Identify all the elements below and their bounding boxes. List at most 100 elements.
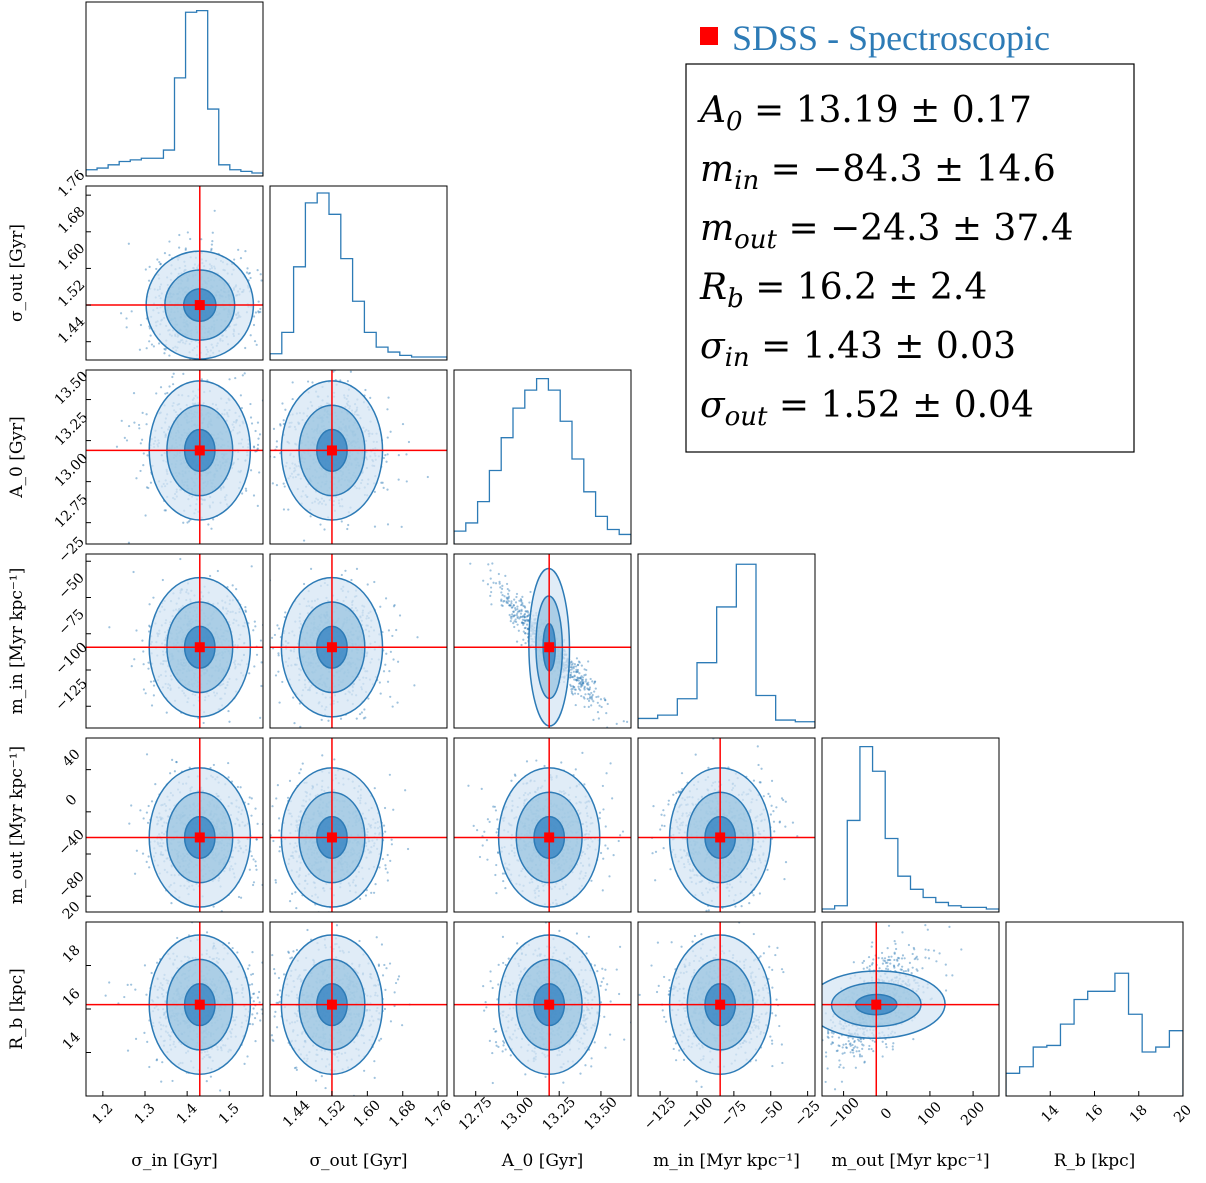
sample-point: [604, 698, 607, 702]
sample-point: [400, 525, 403, 528]
sample-point: [259, 307, 262, 311]
sample-point: [148, 603, 151, 606]
sample-point: [571, 675, 574, 678]
panel-frame: [85, 1, 264, 177]
sample-point: [210, 243, 214, 246]
sample-point: [584, 693, 587, 696]
sample-point: [132, 392, 136, 395]
sample-point: [512, 614, 516, 617]
sample-point: [265, 266, 267, 268]
sample-point: [340, 573, 343, 577]
sample-point: [579, 677, 583, 680]
sample-point: [260, 661, 263, 664]
sample-point: [275, 407, 277, 409]
sample-point: [576, 678, 579, 681]
sample-point: [266, 611, 268, 613]
sample-point: [249, 276, 252, 280]
sample-point: [569, 673, 572, 677]
sample-point: [525, 615, 528, 618]
sample-point: [250, 422, 254, 425]
sample-point: [512, 604, 515, 607]
sample-point: [264, 674, 266, 676]
sample-point: [264, 463, 266, 465]
sample-point: [284, 408, 287, 411]
sample-point: [256, 623, 258, 625]
sample-point: [252, 323, 256, 327]
sample-point: [522, 630, 525, 633]
sample-point: [241, 374, 244, 377]
sample-point: [246, 267, 249, 270]
sample-point: [255, 653, 259, 656]
sample-point: [253, 665, 256, 668]
sample-point: [391, 705, 394, 708]
sample-point: [180, 935, 182, 937]
sample-point: [319, 523, 322, 526]
sample-point: [523, 605, 526, 608]
sample-point: [270, 636, 274, 639]
sample-point: [584, 680, 587, 683]
sample-point: [309, 567, 313, 570]
sample-point: [139, 469, 142, 473]
sample-point: [279, 424, 282, 427]
sample-point: [144, 692, 147, 695]
sample-point: [267, 620, 269, 622]
sample-point: [500, 587, 504, 590]
sample-point: [573, 662, 576, 666]
sample-point: [159, 386, 163, 389]
sample-point: [587, 683, 590, 686]
sample-point: [386, 488, 389, 491]
sample-point: [250, 814, 253, 817]
sample-point: [184, 247, 187, 250]
sample-point: [500, 604, 503, 607]
sample-point: [130, 665, 133, 668]
sample-point: [588, 693, 591, 696]
sample-point: [227, 776, 230, 779]
sample-point: [597, 717, 600, 720]
sample-point: [237, 895, 241, 899]
sample-point: [587, 681, 590, 684]
sample-point: [580, 675, 583, 678]
sample-point: [260, 684, 263, 688]
sample-point: [260, 632, 262, 634]
sample-point: [159, 263, 162, 266]
sample-point: [522, 638, 525, 641]
sample-point: [256, 822, 259, 825]
sample-point: [347, 523, 350, 527]
sample-point: [373, 580, 376, 584]
sample-point: [509, 604, 512, 607]
sample-point: [569, 685, 573, 688]
panel-frame: [85, 185, 264, 361]
sample-point: [244, 250, 247, 253]
sample-point: [509, 615, 512, 618]
sample-point: [272, 427, 276, 430]
sample-point: [389, 430, 392, 433]
sample-point: [489, 586, 493, 589]
sample-point: [382, 456, 385, 460]
sample-point: [577, 663, 580, 666]
sample-point: [426, 475, 429, 479]
sample-point: [360, 711, 363, 714]
sample-point: [147, 661, 150, 664]
sample-point: [401, 422, 405, 426]
sample-point: [509, 620, 512, 623]
sample-point: [156, 363, 158, 365]
sample-point: [267, 448, 269, 450]
sample-point: [258, 433, 262, 436]
sample-point: [245, 271, 249, 274]
sample-point: [573, 675, 576, 678]
sample-point: [606, 702, 609, 706]
sample-point: [574, 703, 577, 707]
truth-marker: [326, 445, 337, 456]
sample-point: [529, 590, 532, 594]
sample-point: [388, 670, 391, 673]
sample-point: [581, 678, 584, 682]
sample-point: [201, 364, 203, 366]
sample-point: [152, 596, 155, 599]
sample-point: [511, 615, 514, 618]
sample-point: [142, 464, 145, 467]
sample-point: [167, 363, 169, 365]
sample-point: [581, 684, 584, 687]
sample-point: [119, 312, 123, 315]
sample-point: [570, 692, 574, 695]
sample-point: [384, 597, 388, 600]
